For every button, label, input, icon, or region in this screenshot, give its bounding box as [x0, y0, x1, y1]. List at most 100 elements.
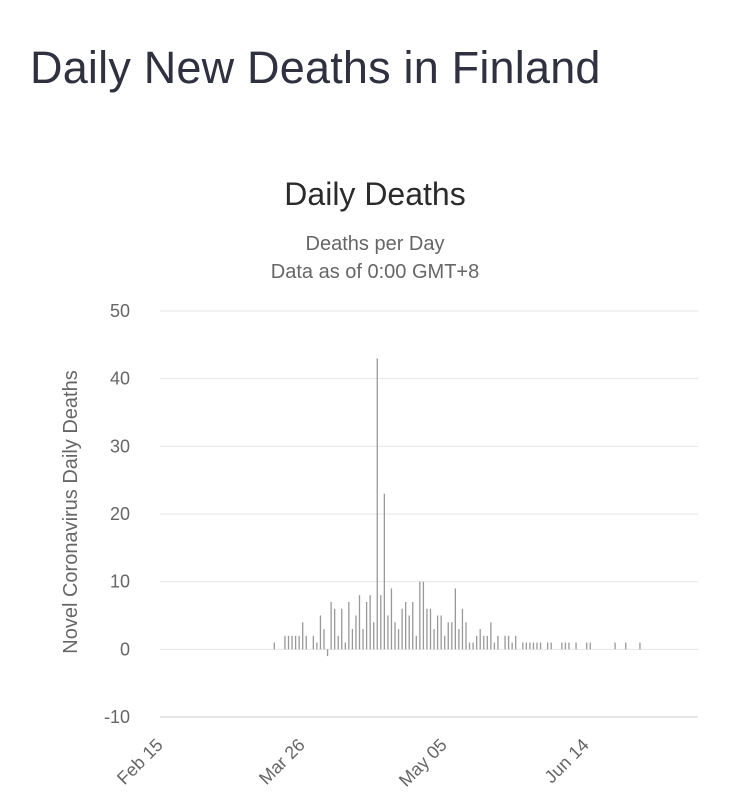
- bar: [334, 608, 336, 650]
- bar: [284, 635, 286, 650]
- bar: [319, 615, 322, 650]
- bar: [436, 615, 439, 650]
- bar: [390, 588, 393, 650]
- bar: [348, 601, 350, 650]
- bar: [472, 642, 474, 650]
- bar: [476, 635, 478, 650]
- bar: [387, 615, 389, 650]
- bar: [614, 642, 616, 650]
- bar: [639, 642, 641, 650]
- bar: [568, 642, 570, 650]
- bar: [515, 635, 517, 650]
- bar: [355, 615, 357, 650]
- bar: [351, 629, 354, 650]
- bar: [575, 642, 577, 650]
- bar: [564, 642, 567, 650]
- bar: [394, 622, 396, 650]
- bar: [337, 635, 339, 650]
- bar: [291, 635, 293, 650]
- bar: [522, 642, 524, 650]
- bar: [316, 642, 318, 650]
- x-tick-label: Feb 15: [113, 735, 167, 789]
- bar: [341, 608, 343, 650]
- bar: [525, 642, 527, 650]
- x-tick-label: Jun 14: [540, 735, 592, 787]
- bar: [465, 622, 467, 650]
- bar: [422, 581, 425, 650]
- bar: [454, 588, 456, 650]
- chart-title: Daily Deaths: [284, 176, 466, 212]
- bar: [376, 358, 378, 650]
- chart-subtitle: Deaths per Day Data as of 0:00 GMT+8: [0, 230, 750, 286]
- bar: [483, 635, 485, 650]
- bar: [362, 629, 364, 650]
- bar: [273, 642, 275, 650]
- bar: [358, 595, 361, 650]
- y-axis-label: Novel Coronavirus Daily Deaths: [60, 370, 82, 653]
- y-tick-label: 40: [110, 369, 130, 389]
- bar: [547, 642, 549, 650]
- bar: [312, 635, 314, 650]
- bar: [468, 642, 471, 650]
- bar: [461, 608, 464, 650]
- bar: [497, 635, 499, 650]
- subtitle-line-2: Data as of 0:00 GMT+8: [270, 261, 480, 283]
- x-axis-ticks: Feb 15 Mar 26 May 05 Jun 14: [113, 735, 593, 791]
- bar: [365, 601, 368, 650]
- y-tick-label: 50: [110, 301, 130, 321]
- bar: [493, 642, 496, 650]
- page-title: Daily New Deaths in Finland: [30, 42, 601, 93]
- bar: [369, 595, 371, 650]
- y-tick-label: 20: [110, 504, 130, 524]
- bar: [412, 601, 414, 650]
- bar: [625, 642, 627, 650]
- y-tick-label: 10: [110, 572, 130, 592]
- bar: [507, 635, 510, 650]
- bar: [586, 642, 588, 650]
- bar: [451, 622, 453, 650]
- bar: [589, 642, 591, 650]
- bar: [536, 642, 538, 650]
- bar: [383, 493, 385, 650]
- grid-lines: [160, 310, 698, 718]
- bar: [408, 615, 410, 650]
- y-tick-label: -10: [104, 707, 130, 727]
- bar: [323, 629, 325, 650]
- bar: [433, 629, 435, 650]
- bar: [397, 629, 400, 650]
- bar: [458, 629, 460, 650]
- bar: [504, 635, 506, 650]
- y-tick-label: 0: [120, 639, 130, 659]
- bar: [532, 642, 535, 650]
- bar: [511, 642, 513, 650]
- bar: [444, 635, 446, 650]
- bar-series: [273, 358, 641, 657]
- subtitle-line-1: Deaths per Day: [305, 233, 445, 255]
- bar: [294, 635, 297, 650]
- bar: [440, 615, 442, 650]
- bar: [401, 608, 403, 650]
- bar: [373, 622, 375, 650]
- bar: [330, 601, 332, 650]
- bar: [380, 595, 382, 650]
- y-tick-label: 30: [110, 436, 130, 456]
- x-tick-label: Mar 26: [255, 735, 309, 789]
- bar: [479, 629, 481, 650]
- bar: [429, 608, 432, 650]
- bar: [302, 622, 304, 650]
- bar: [561, 642, 563, 650]
- bar: [287, 635, 290, 650]
- bar: [426, 608, 428, 650]
- bar: [539, 642, 542, 650]
- bar: [405, 601, 407, 650]
- bar: [305, 635, 307, 650]
- bar: [529, 642, 531, 650]
- bar: [415, 635, 417, 650]
- bar: [490, 622, 492, 650]
- bar: [344, 642, 346, 650]
- bar: [419, 581, 421, 650]
- bar: [486, 635, 488, 650]
- x-tick-label: May 05: [395, 735, 451, 791]
- bar: [298, 635, 300, 650]
